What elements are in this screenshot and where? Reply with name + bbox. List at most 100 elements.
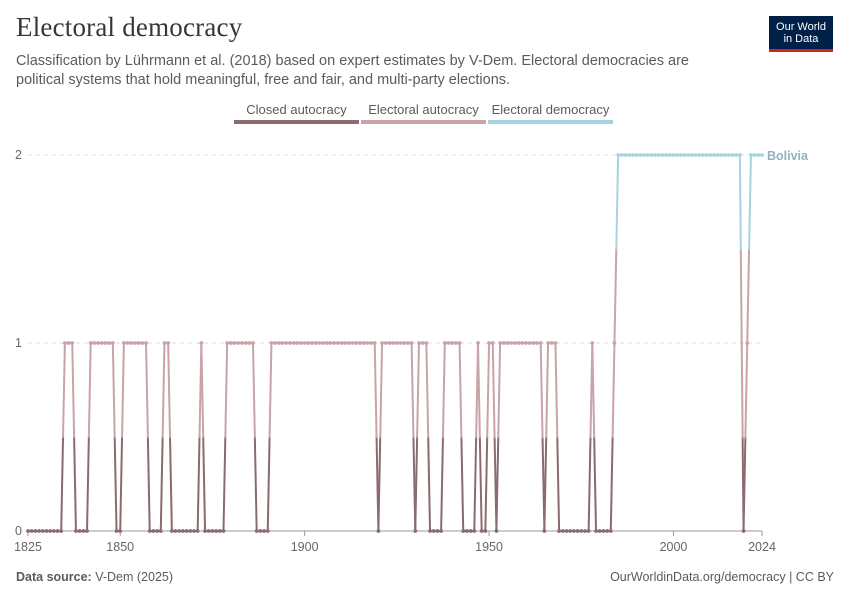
series-segment: [73, 436, 77, 532]
series-segment: [377, 436, 382, 532]
series-segment: [593, 436, 598, 532]
series-segment: [60, 436, 65, 532]
series-segment: [119, 436, 124, 532]
series-segment: [87, 342, 92, 438]
data-point: [494, 529, 499, 533]
data-point: [697, 153, 702, 157]
series-segment: [86, 436, 90, 532]
chart-title: Electoral democracy: [16, 12, 243, 42]
series-segment: [71, 342, 76, 438]
data-point: [129, 341, 134, 345]
data-point: [409, 341, 414, 345]
data-point: [468, 529, 473, 533]
data-point: [619, 153, 624, 157]
data-point: [173, 529, 178, 533]
data-point: [476, 341, 480, 345]
data-point: [516, 341, 521, 345]
owid-logo[interactable]: Our World in Data: [769, 16, 833, 52]
series-segment: [169, 436, 173, 532]
series-segment: [554, 342, 559, 438]
data-point: [144, 341, 148, 345]
data-point: [605, 529, 609, 533]
data-point: [701, 153, 705, 157]
data-point: [383, 341, 388, 345]
data-point: [214, 529, 219, 533]
data-point: [295, 341, 300, 345]
data-point: [354, 341, 359, 345]
series-segment: [425, 342, 430, 438]
data-point: [203, 529, 207, 533]
series-segment: [484, 436, 489, 532]
data-point: [276, 341, 281, 345]
series-segment: [744, 342, 749, 438]
data-point: [177, 529, 182, 533]
data-point: [678, 153, 683, 157]
series-segment: [410, 342, 415, 438]
data-point: [413, 529, 418, 533]
series-segment: [161, 342, 166, 438]
series-segment: [440, 436, 444, 532]
series-segment: [591, 342, 596, 438]
data-point: [645, 153, 650, 157]
data-point: [343, 341, 348, 345]
source-url[interactable]: OurWorldinData.org/democracy | CC BY: [610, 570, 834, 584]
series-segment: [473, 436, 478, 532]
data-point: [461, 529, 466, 533]
series-segment: [379, 342, 384, 438]
legend[interactable]: Closed autocracy Electoral autocracy Elect…: [234, 102, 613, 124]
data-point: [158, 529, 163, 533]
series-segment: [145, 342, 149, 438]
data-point: [749, 153, 753, 157]
data-point: [509, 341, 514, 345]
x-tick-label: 2024: [748, 540, 776, 554]
data-point: [542, 529, 547, 533]
data-point: [77, 529, 82, 533]
series-segment: [740, 342, 744, 438]
series-segment: [196, 436, 201, 532]
data-point: [228, 341, 233, 345]
series-segment: [611, 342, 616, 438]
data-point: [660, 153, 665, 157]
data-point: [221, 529, 226, 533]
labels: Bolivia: [767, 149, 809, 163]
series-segment: [111, 342, 116, 438]
data-point: [114, 529, 119, 533]
series-segment: [543, 436, 548, 532]
data-point: [169, 529, 174, 533]
series-segment: [113, 436, 118, 532]
data-point: [435, 529, 440, 533]
data-point: [339, 341, 344, 345]
data-point: [472, 529, 477, 533]
data-point: [88, 341, 93, 345]
data-point: [85, 529, 89, 533]
series-segment: [545, 342, 550, 438]
legend-swatch: [361, 120, 486, 124]
series-segment: [476, 342, 481, 438]
series-segment: [268, 342, 273, 438]
data-point: [594, 529, 598, 533]
data-point: [723, 153, 728, 157]
data-point: [361, 341, 366, 345]
series-segment: [587, 436, 592, 532]
legend-label: Closed autocracy: [246, 102, 347, 117]
series[interactable]: [26, 153, 764, 533]
series-segment: [266, 436, 271, 532]
x-tick-label: 1900: [291, 540, 319, 554]
series-segment: [539, 342, 544, 438]
data-point: [387, 341, 392, 345]
series-label-bolivia: Bolivia: [767, 149, 809, 163]
data-point: [608, 529, 613, 533]
data-point: [328, 341, 333, 345]
data-point: [664, 153, 669, 157]
chart-subtitle: Classification by Lührmann et al. (2018)…: [16, 53, 689, 88]
data-point: [188, 529, 193, 533]
series-segment: [414, 436, 419, 532]
series-segment: [441, 342, 446, 438]
data-point: [406, 341, 410, 345]
data-point: [262, 529, 266, 533]
data-point: [66, 341, 71, 345]
data-point: [62, 341, 67, 345]
data-point: [140, 341, 145, 345]
data-point: [59, 529, 64, 533]
data-point: [121, 341, 126, 345]
